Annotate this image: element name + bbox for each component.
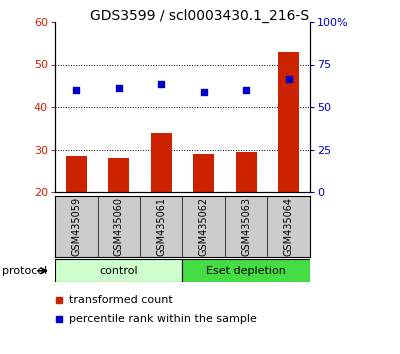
Text: GSM435059: GSM435059 bbox=[71, 197, 81, 256]
Text: control: control bbox=[100, 266, 138, 276]
Bar bbox=[236, 152, 257, 192]
Point bbox=[200, 89, 207, 95]
Point bbox=[286, 76, 292, 82]
FancyBboxPatch shape bbox=[182, 259, 310, 282]
Text: GDS3599 / scl0003430.1_216-S: GDS3599 / scl0003430.1_216-S bbox=[90, 9, 310, 23]
Point bbox=[243, 87, 250, 93]
Text: percentile rank within the sample: percentile rank within the sample bbox=[69, 314, 257, 324]
Text: GSM435063: GSM435063 bbox=[241, 197, 251, 256]
Text: transformed count: transformed count bbox=[69, 295, 173, 305]
Bar bbox=[66, 156, 87, 192]
Text: protocol: protocol bbox=[2, 266, 47, 276]
Text: GSM435064: GSM435064 bbox=[284, 197, 294, 256]
Bar bbox=[278, 52, 299, 192]
FancyBboxPatch shape bbox=[55, 259, 182, 282]
Bar bbox=[151, 132, 172, 192]
Point bbox=[158, 81, 164, 86]
Text: GSM435062: GSM435062 bbox=[199, 197, 209, 256]
Bar bbox=[193, 154, 214, 192]
Text: GSM435060: GSM435060 bbox=[114, 197, 124, 256]
Text: Eset depletion: Eset depletion bbox=[206, 266, 286, 276]
Text: GSM435061: GSM435061 bbox=[156, 197, 166, 256]
Point bbox=[116, 85, 122, 91]
Bar bbox=[108, 158, 129, 192]
Point bbox=[73, 87, 80, 93]
